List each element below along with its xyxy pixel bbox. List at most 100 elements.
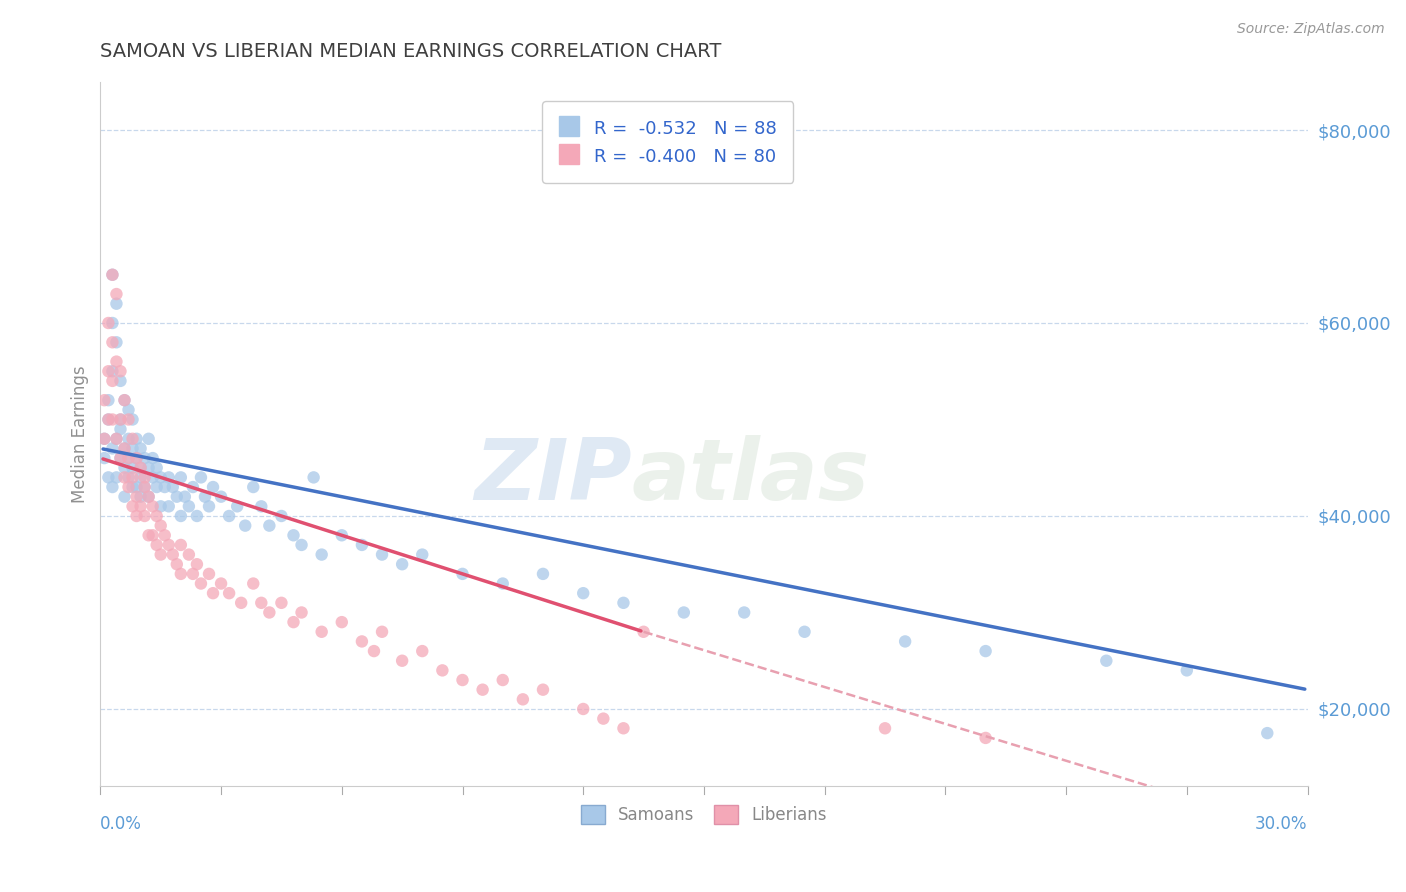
Point — [114, 393, 136, 408]
Point — [793, 624, 815, 639]
Point — [134, 480, 156, 494]
Point — [101, 364, 124, 378]
Text: SAMOAN VS LIBERIAN MEDIAN EARNINGS CORRELATION CHART: SAMOAN VS LIBERIAN MEDIAN EARNINGS CORRE… — [100, 42, 721, 61]
Point — [105, 432, 128, 446]
Point — [117, 412, 139, 426]
Point — [142, 500, 165, 514]
Point — [1256, 726, 1278, 740]
Point — [138, 490, 160, 504]
Point — [166, 558, 188, 572]
Point — [162, 548, 184, 562]
Point — [733, 606, 755, 620]
Point — [121, 500, 143, 514]
Text: ZIP: ZIP — [474, 434, 631, 517]
Point — [330, 528, 353, 542]
Point — [198, 500, 221, 514]
Point — [134, 470, 156, 484]
Point — [259, 518, 281, 533]
Point — [114, 470, 136, 484]
Point — [129, 442, 152, 456]
Point — [114, 393, 136, 408]
Point — [471, 682, 494, 697]
Point — [149, 518, 172, 533]
Point — [218, 508, 240, 523]
Point — [231, 596, 253, 610]
Point — [173, 490, 195, 504]
Point — [105, 296, 128, 310]
Point — [121, 442, 143, 456]
Point — [97, 470, 120, 484]
Point — [157, 470, 180, 484]
Point — [97, 393, 120, 408]
Point — [129, 460, 152, 475]
Point — [242, 480, 264, 494]
Point — [145, 538, 167, 552]
Point — [432, 664, 454, 678]
Point — [138, 528, 160, 542]
Point — [117, 432, 139, 446]
Point — [411, 644, 433, 658]
Point — [121, 432, 143, 446]
Point — [93, 432, 115, 446]
Point — [974, 731, 997, 745]
Point — [391, 558, 413, 572]
Point — [198, 566, 221, 581]
Point — [190, 576, 212, 591]
Point — [149, 500, 172, 514]
Point — [270, 508, 292, 523]
Point — [125, 508, 148, 523]
Point — [153, 528, 176, 542]
Point — [121, 480, 143, 494]
Point — [97, 412, 120, 426]
Point — [145, 508, 167, 523]
Point — [290, 606, 312, 620]
Point — [181, 480, 204, 494]
Point — [492, 576, 515, 591]
Text: 30.0%: 30.0% — [1256, 815, 1308, 833]
Y-axis label: Median Earnings: Median Earnings — [72, 365, 89, 503]
Point — [121, 470, 143, 484]
Point — [101, 268, 124, 282]
Point — [101, 374, 124, 388]
Point — [512, 692, 534, 706]
Point — [391, 654, 413, 668]
Point — [138, 490, 160, 504]
Point — [129, 470, 152, 484]
Point — [531, 682, 554, 697]
Point — [371, 624, 394, 639]
Point — [110, 412, 132, 426]
Point — [105, 287, 128, 301]
Point — [170, 538, 193, 552]
Point — [110, 374, 132, 388]
Point — [93, 451, 115, 466]
Point — [974, 644, 997, 658]
Point — [451, 673, 474, 687]
Point — [101, 316, 124, 330]
Point — [125, 432, 148, 446]
Point — [170, 470, 193, 484]
Point — [101, 335, 124, 350]
Point — [97, 412, 120, 426]
Point — [572, 586, 595, 600]
Point — [101, 268, 124, 282]
Point — [170, 508, 193, 523]
Point — [105, 432, 128, 446]
Point — [363, 644, 385, 658]
Point — [283, 615, 305, 629]
Point — [186, 558, 208, 572]
Point — [1095, 654, 1118, 668]
Point — [105, 470, 128, 484]
Point — [531, 566, 554, 581]
Point — [209, 490, 232, 504]
Point — [142, 451, 165, 466]
Point — [451, 566, 474, 581]
Point — [138, 432, 160, 446]
Point — [233, 518, 256, 533]
Point — [101, 442, 124, 456]
Point — [259, 606, 281, 620]
Text: Source: ZipAtlas.com: Source: ZipAtlas.com — [1237, 22, 1385, 37]
Point — [371, 548, 394, 562]
Point — [283, 528, 305, 542]
Point — [149, 470, 172, 484]
Point — [110, 364, 132, 378]
